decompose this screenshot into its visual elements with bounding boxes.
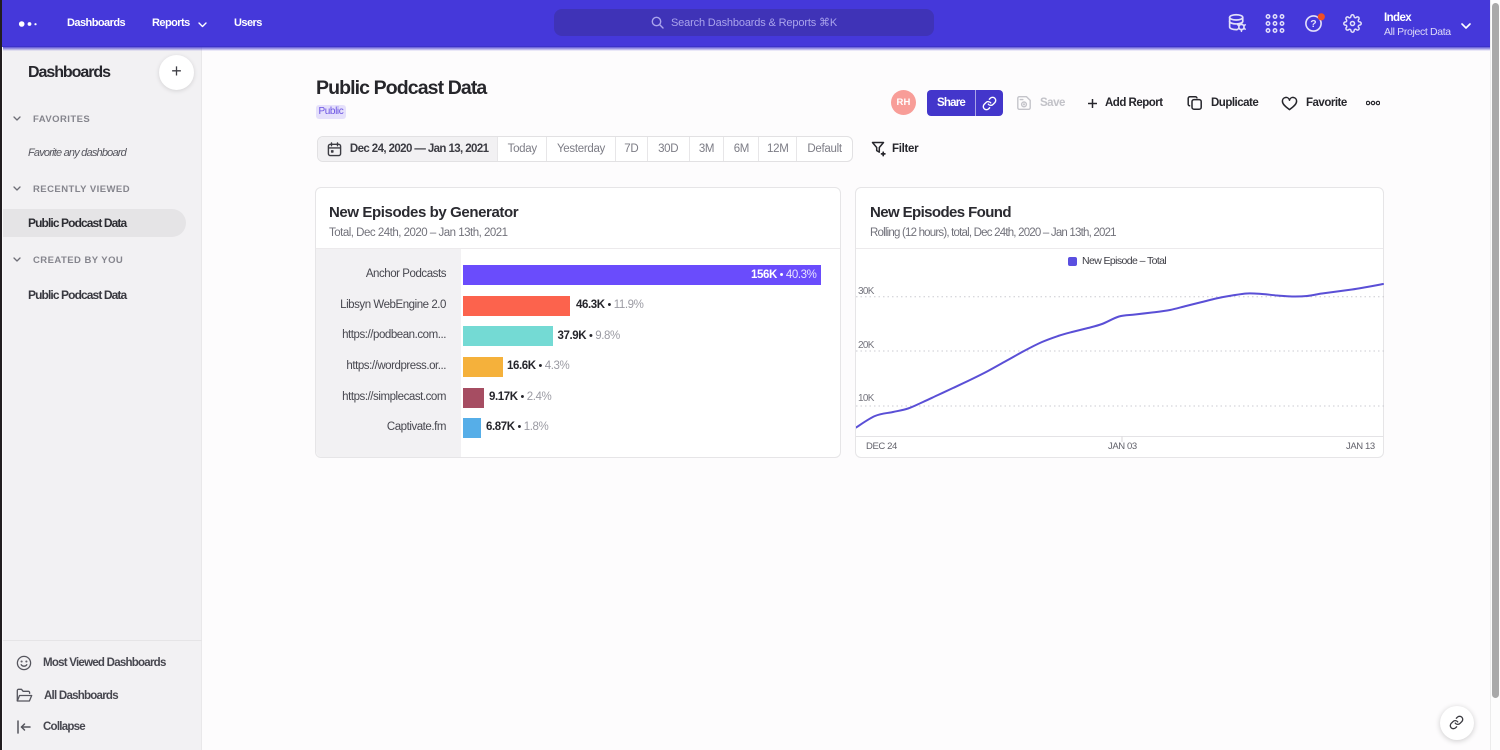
svg-text:?: ? <box>1310 18 1316 30</box>
